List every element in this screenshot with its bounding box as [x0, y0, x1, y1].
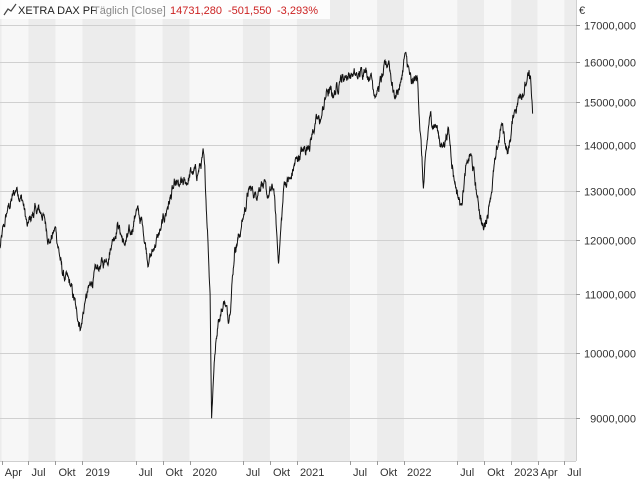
x-tick-label: Apr: [541, 467, 558, 479]
x-tick-label: Okt: [380, 467, 397, 479]
x-tick-label: Jul: [567, 467, 581, 479]
change-percent: -3,293%: [277, 5, 318, 17]
x-tick-label: 2020: [193, 467, 217, 479]
price-line: [0, 51, 534, 419]
x-tick-label: Jul: [460, 467, 474, 479]
time-band: [0, 0, 2, 461]
time-band: [296, 0, 351, 461]
time-band: [404, 0, 458, 461]
x-tick-label: Okt: [58, 467, 75, 479]
x-tick-label: Okt: [166, 467, 183, 479]
y-tick-label: 10000,000: [584, 349, 636, 361]
horizontal-gridlines: [0, 25, 576, 419]
interval-label: Täglich [Close]: [93, 5, 166, 17]
time-band: [484, 0, 512, 461]
time-band: [537, 0, 565, 461]
y-tick-label: 14000,000: [584, 141, 636, 153]
x-tick-label: Jul: [246, 467, 260, 479]
y-tick-label: 17000,000: [584, 21, 636, 33]
y-axis-ticks: 9000,000 10000,000 11000,000 12000,000 13000…: [576, 21, 636, 426]
time-band: [457, 0, 485, 461]
y-axis-area: [576, 0, 640, 461]
x-tick-label: Okt: [273, 467, 290, 479]
x-tick-label: 2021: [300, 467, 324, 479]
x-tick-label: Jul: [31, 467, 45, 479]
y-tick-label: 15000,000: [584, 98, 636, 110]
y-tick-label: 12000,000: [584, 236, 636, 248]
time-band: [135, 0, 163, 461]
time-band: [242, 0, 270, 461]
x-tick-label: Jul: [353, 467, 367, 479]
time-band: [55, 0, 83, 461]
x-tick-label: Okt: [487, 467, 504, 479]
x-tick-label: 2019: [85, 467, 109, 479]
time-band: [1, 0, 29, 461]
time-band: [564, 0, 576, 461]
currency-label: €: [579, 5, 585, 17]
x-axis-area: [0, 461, 640, 480]
line-chart-icon: [3, 3, 17, 16]
time-band: [189, 0, 243, 461]
time-band: [269, 0, 297, 461]
time-bands: [0, 0, 576, 461]
header-background: [0, 0, 330, 19]
y-tick-label: 13000,000: [584, 187, 636, 199]
header-bar: XETRA DAX PF Täglich [Close] 14731,280 -…: [0, 0, 330, 19]
x-tick-label: 2023: [514, 467, 538, 479]
x-axis-ticks: Apr Jul Okt 2019 Jul Okt 2020 Jul Okt 2021 Jul Okt 2…: [2, 461, 581, 479]
time-band: [377, 0, 405, 461]
x-tick-label: Apr: [5, 467, 22, 479]
change-absolute: -501,550: [228, 5, 271, 17]
y-tick-label: 16000,000: [584, 58, 636, 70]
symbol-name: XETRA DAX PF: [18, 5, 97, 17]
time-band: [511, 0, 538, 461]
last-value: 14731,280: [170, 5, 222, 17]
time-band: [82, 0, 136, 461]
time-band: [28, 0, 56, 461]
y-tick-label: 9000,000: [590, 414, 636, 426]
x-tick-label: Jul: [139, 467, 153, 479]
y-tick-label: 11000,000: [585, 290, 636, 302]
x-tick-label: 2022: [407, 467, 431, 479]
time-band: [162, 0, 190, 461]
